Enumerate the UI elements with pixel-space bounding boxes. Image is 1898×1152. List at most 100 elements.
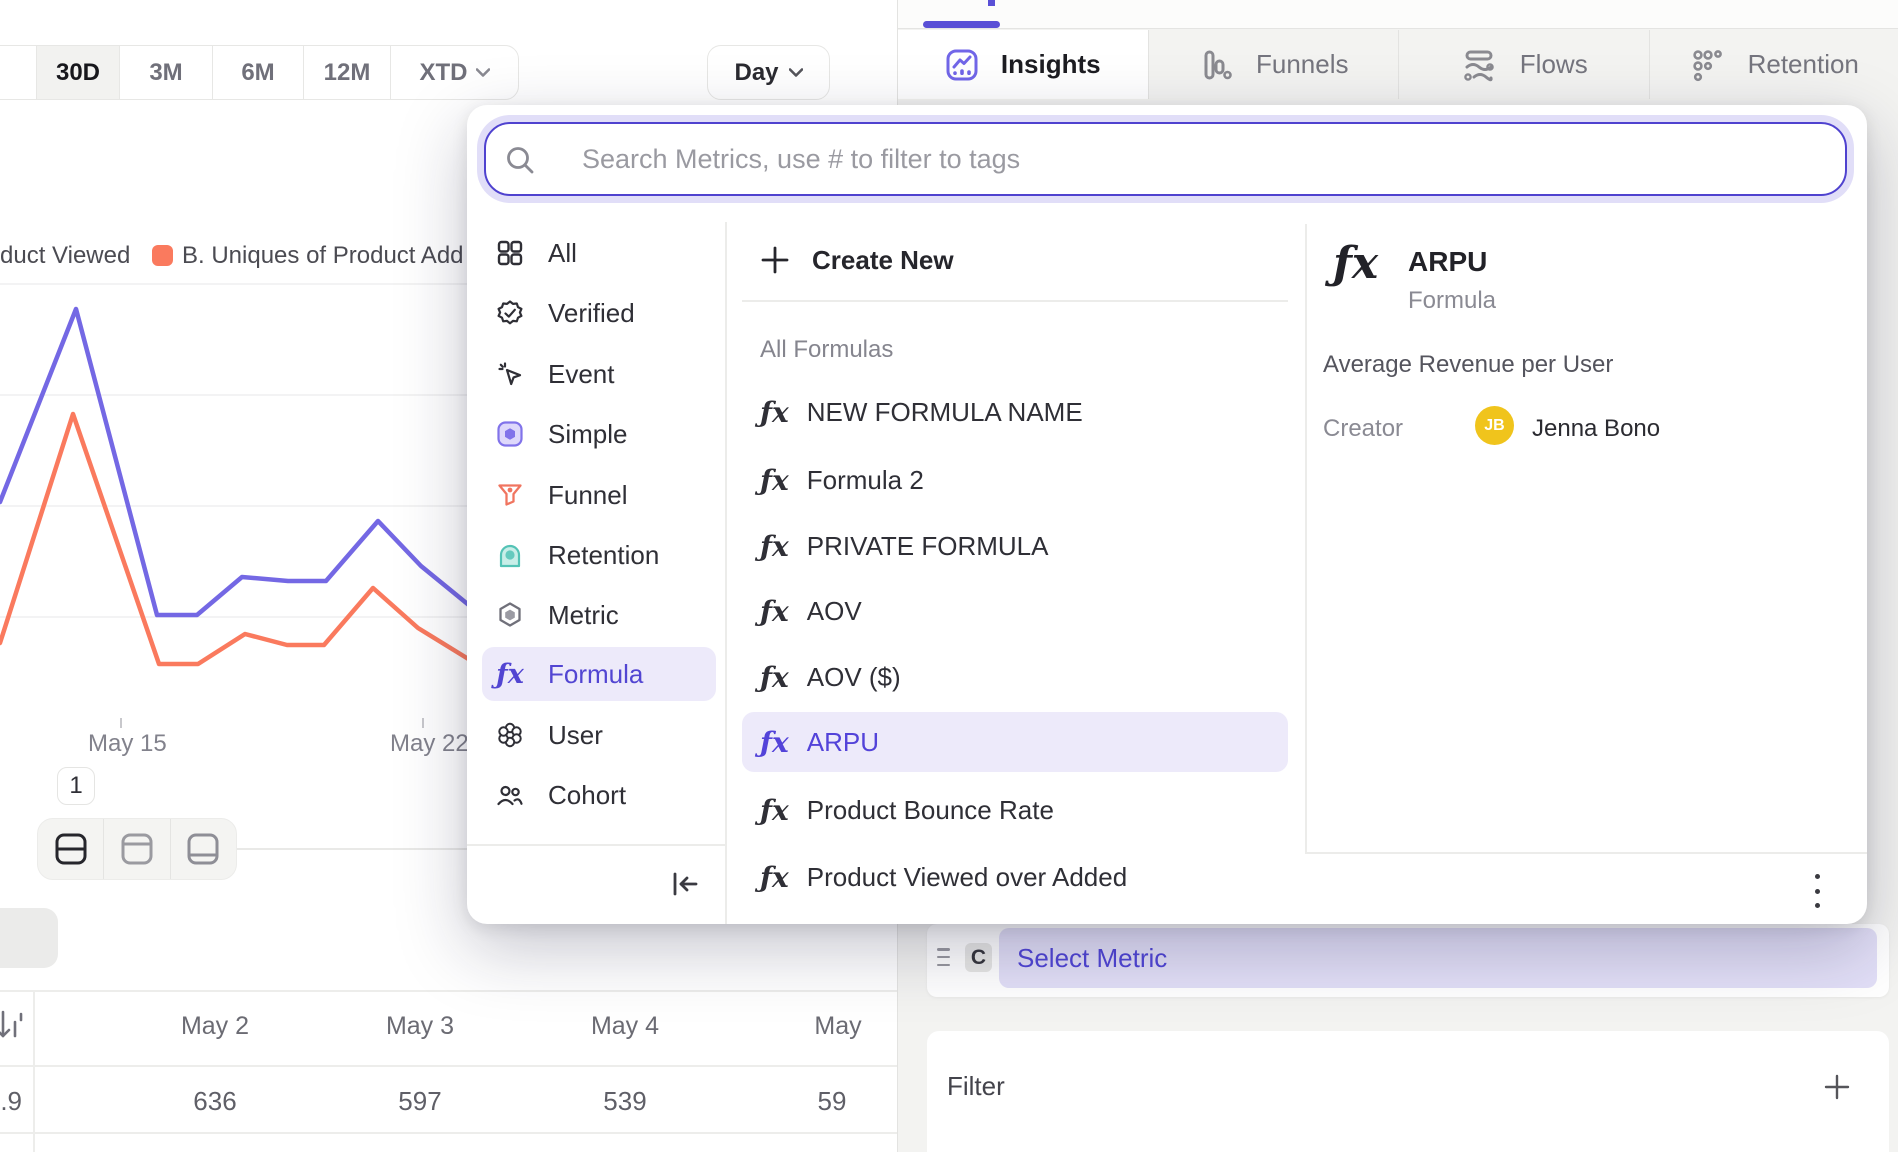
fx-icon: ƒx: [760, 660, 789, 694]
metric-letter-badge: C: [965, 943, 992, 972]
formula-list-item-selected[interactable]: ƒx ARPU: [742, 712, 1288, 772]
legend-series-b-label: B. Uniques of Product Add: [182, 242, 464, 269]
fx-icon: ƒx: [760, 860, 789, 894]
tab-insights[interactable]: Insights: [898, 30, 1149, 99]
plus-icon: [761, 246, 789, 274]
table-border: [0, 1065, 897, 1067]
search-input[interactable]: [484, 122, 1847, 196]
layout-split-rows-button[interactable]: [38, 819, 105, 879]
formula-list-item[interactable]: ƒx AOV: [760, 594, 862, 628]
category-cohort[interactable]: Cohort: [482, 768, 716, 822]
sort-descending-icon[interactable]: [0, 1008, 24, 1042]
report-tabs: Insights Funnels Flows: [898, 30, 1898, 99]
filter-label: Filter: [947, 1071, 1005, 1101]
fx-icon: ƒx: [760, 395, 789, 429]
section-label: All Formulas: [760, 336, 894, 363]
select-metric-button[interactable]: Select Metric: [999, 928, 1877, 988]
formula-fx-icon: ƒx: [496, 658, 524, 690]
active-tab-indicator: [923, 21, 1000, 28]
metric-row-card: C Select Metric: [927, 924, 1889, 997]
creator-name: Jenna Bono: [1532, 415, 1661, 442]
x-axis-label: May 22: [390, 730, 469, 757]
table-header[interactable]: May 4: [590, 1012, 660, 1040]
formula-list-item[interactable]: ƒx Product Bounce Rate: [760, 793, 1054, 827]
category-retention[interactable]: Retention: [482, 528, 716, 582]
category-user[interactable]: User: [482, 708, 716, 762]
add-filter-button[interactable]: [1823, 1073, 1851, 1101]
verified-badge-icon: [497, 300, 523, 325]
metric-hexagon-icon: [499, 602, 521, 627]
category-verified[interactable]: Verified: [482, 286, 716, 340]
tab-retention[interactable]: Retention: [1650, 30, 1898, 99]
drag-handle-icon[interactable]: [937, 948, 950, 966]
tab-flows[interactable]: Flows: [1399, 30, 1650, 99]
bottom-panel-icon: [187, 833, 219, 865]
layout-header-row-button[interactable]: [104, 819, 171, 879]
funnels-icon: [1204, 50, 1232, 79]
category-event[interactable]: Event: [482, 347, 716, 401]
time-range-group: 30D 3M 6M 12M XTD: [0, 45, 519, 100]
formula-list-item[interactable]: ƒx Formula 2: [760, 463, 924, 497]
funnel-icon: [498, 484, 522, 506]
filter-card: Filter: [927, 1031, 1889, 1152]
chevron-down-icon: [788, 68, 803, 77]
table-cell: 597: [398, 1086, 442, 1116]
series-b-line: [0, 411, 473, 667]
category-metric[interactable]: Metric: [482, 588, 716, 642]
time-range-6m[interactable]: 6M: [213, 46, 304, 99]
retention-cat-icon: [499, 544, 521, 568]
fx-icon: ƒx: [760, 594, 789, 628]
category-funnel[interactable]: Funnel: [482, 468, 716, 522]
x-axis-label: May 15: [88, 730, 167, 757]
detail-divider: [1305, 224, 1307, 852]
table-header[interactable]: May 2: [180, 1012, 250, 1040]
time-range-30d[interactable]: 30D: [37, 46, 120, 99]
detail-footer-divider: [1305, 852, 1867, 854]
category-all[interactable]: All: [482, 226, 716, 280]
formula-fx-large-icon: ƒx: [1333, 238, 1379, 289]
fx-icon: ƒx: [760, 463, 789, 497]
layout-toggle-group: [37, 818, 237, 880]
retention-icon: [1692, 49, 1722, 81]
formula-list-item[interactable]: ƒx NEW FORMULA NAME: [760, 395, 1083, 429]
series-a-line: [0, 306, 473, 618]
table-cell-sticky: .9: [0, 1086, 22, 1116]
tab-funnels[interactable]: Funnels: [1149, 30, 1399, 99]
time-range-12m[interactable]: 12M: [304, 46, 391, 99]
table-header[interactable]: May: [814, 1012, 862, 1040]
event-cursor-icon: [498, 362, 522, 386]
cohort-people-icon: [497, 785, 523, 806]
legend-series-a-label: duct Viewed: [0, 242, 131, 269]
layout-bottom-panel-button[interactable]: [171, 819, 236, 879]
collapse-sidebar-icon[interactable]: [669, 870, 701, 898]
table-cell: 59: [817, 1086, 847, 1116]
table-border: [0, 1132, 897, 1134]
insights-icon: [946, 49, 978, 80]
granularity-dropdown[interactable]: Day: [707, 45, 830, 100]
plus-icon: [1824, 1074, 1850, 1100]
time-range-3m[interactable]: 3M: [120, 46, 213, 99]
create-new-button[interactable]: Create New: [742, 230, 1288, 290]
detail-title: ARPU: [1408, 246, 1488, 277]
breadcrumb-accent: [988, 0, 995, 6]
pagination-button[interactable]: 1: [57, 767, 95, 805]
time-range-xtd[interactable]: XTD: [391, 46, 518, 99]
table-cell: 539: [603, 1086, 647, 1116]
table-cell: 636: [193, 1086, 237, 1116]
avatar: JB: [1475, 406, 1514, 445]
legend-series-b-swatch: [152, 245, 173, 266]
table-header[interactable]: May 3: [385, 1012, 455, 1040]
chevron-down-icon: [475, 68, 490, 77]
formula-list-item[interactable]: ƒx AOV ($): [760, 660, 901, 694]
split-rows-icon: [55, 833, 87, 865]
table-column-divider: [33, 990, 35, 1152]
category-simple[interactable]: Simple: [482, 407, 716, 461]
collapsed-side-pill[interactable]: [0, 908, 58, 968]
list-divider: [742, 300, 1288, 302]
formula-list-item[interactable]: ƒx PRIVATE FORMULA: [760, 529, 1049, 563]
category-formula[interactable]: ƒx Formula: [482, 647, 716, 701]
time-range-partial[interactable]: [0, 46, 37, 99]
sidebar-footer-divider: [467, 844, 725, 846]
formula-list-item[interactable]: ƒx Product Viewed over Added: [760, 860, 1128, 894]
more-options-button[interactable]: [1809, 874, 1825, 908]
